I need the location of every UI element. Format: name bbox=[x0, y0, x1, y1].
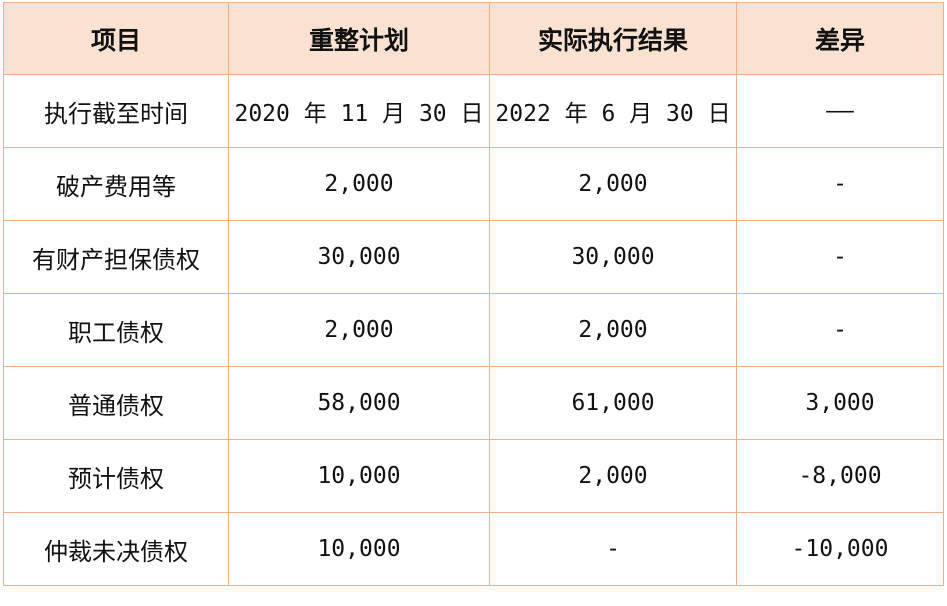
plan-value: 58,000 bbox=[228, 366, 490, 440]
table-row: 执行截至时间 2020 年 11 月 30 日 2022 年 6 月 30 日 … bbox=[3, 74, 944, 148]
table-row: 预计债权 10,000 2,000 -8,000 bbox=[3, 439, 944, 513]
plan-value: 2,000 bbox=[228, 293, 490, 367]
table-header-row: 项目 重整计划 实际执行结果 差异 bbox=[3, 2, 944, 75]
difference-value: - bbox=[736, 147, 944, 221]
actual-value: 61,000 bbox=[489, 366, 737, 440]
actual-value: - bbox=[489, 512, 737, 586]
row-label: 有财产担保债权 bbox=[3, 220, 229, 294]
header-plan: 重整计划 bbox=[228, 2, 490, 75]
plan-value: 30,000 bbox=[228, 220, 490, 294]
table-row: 普通债权 58,000 61,000 3,000 bbox=[3, 366, 944, 440]
difference-value: —— bbox=[736, 74, 944, 148]
row-label: 仲裁未决债权 bbox=[3, 512, 229, 586]
row-label: 普通债权 bbox=[3, 366, 229, 440]
difference-value: - bbox=[736, 220, 944, 294]
plan-value: 10,000 bbox=[228, 512, 490, 586]
actual-value: 30,000 bbox=[489, 220, 737, 294]
actual-value: 2,000 bbox=[489, 147, 737, 221]
table-row: 职工债权 2,000 2,000 - bbox=[3, 293, 944, 367]
table-row: 破产费用等 2,000 2,000 - bbox=[3, 147, 944, 221]
plan-value: 2,000 bbox=[228, 147, 490, 221]
row-label: 破产费用等 bbox=[3, 147, 229, 221]
actual-value: 2,000 bbox=[489, 293, 737, 367]
difference-value: -10,000 bbox=[736, 512, 944, 586]
table-row: 仲裁未决债权 10,000 - -10,000 bbox=[3, 512, 944, 586]
difference-value: 3,000 bbox=[736, 366, 944, 440]
row-label: 职工债权 bbox=[3, 293, 229, 367]
plan-value: 10,000 bbox=[228, 439, 490, 513]
header-item: 项目 bbox=[3, 2, 229, 75]
row-label: 执行截至时间 bbox=[3, 74, 229, 148]
row-label: 预计债权 bbox=[3, 439, 229, 513]
header-actual-result: 实际执行结果 bbox=[489, 2, 737, 75]
difference-value: -8,000 bbox=[736, 439, 944, 513]
header-difference: 差异 bbox=[736, 2, 944, 75]
plan-value: 2020 年 11 月 30 日 bbox=[228, 74, 490, 148]
actual-value: 2,000 bbox=[489, 439, 737, 513]
difference-value: - bbox=[736, 293, 944, 367]
comparison-table-container: 项目 重整计划 实际执行结果 差异 执行截至时间 2020 年 11 月 30 … bbox=[3, 2, 944, 586]
actual-value: 2022 年 6 月 30 日 bbox=[489, 74, 737, 148]
restructuring-comparison-table: 项目 重整计划 实际执行结果 差异 执行截至时间 2020 年 11 月 30 … bbox=[3, 2, 944, 586]
table-row: 有财产担保债权 30,000 30,000 - bbox=[3, 220, 944, 294]
